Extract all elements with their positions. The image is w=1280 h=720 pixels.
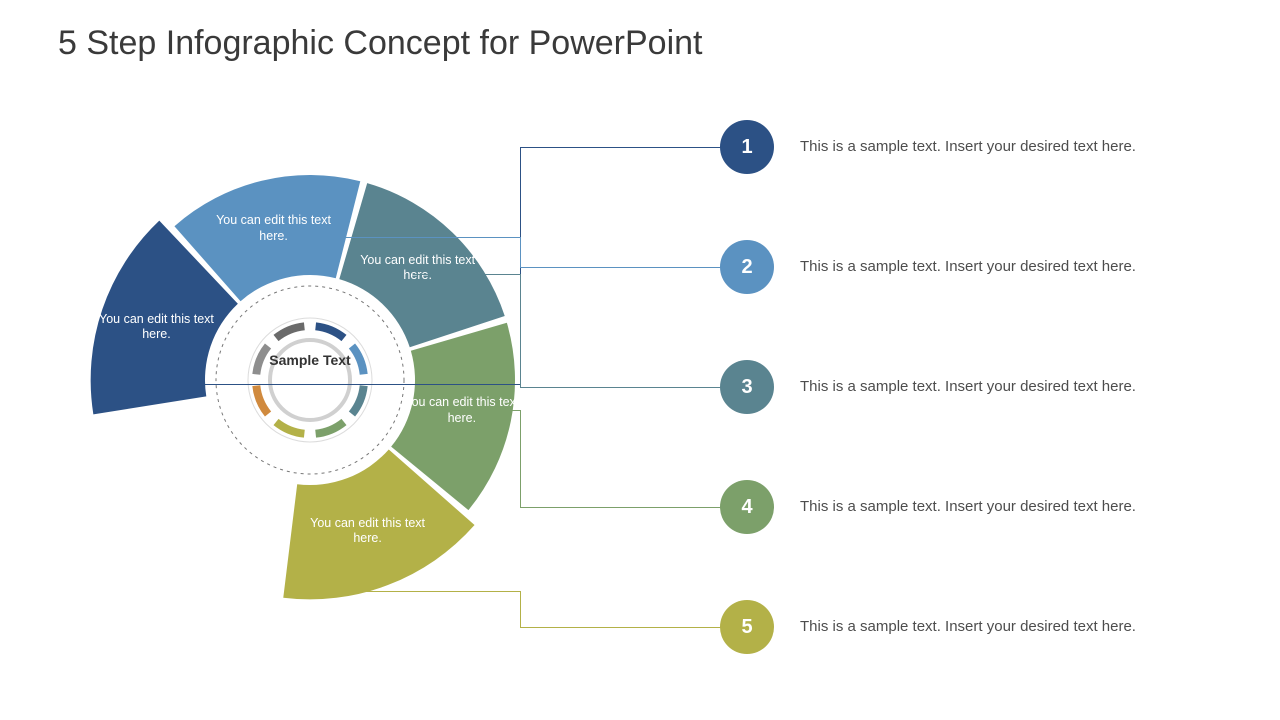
connector-3-c [520, 387, 740, 388]
connector-1-c [520, 147, 740, 148]
legend-text-3: This is a sample text. Insert your desir… [800, 376, 1136, 398]
legend-badge-3: 3 [720, 360, 774, 414]
connector-2-a [275, 237, 520, 238]
legend-row-5: 5 This is a sample text. Insert your desi… [720, 600, 1136, 654]
connector-5-b [520, 591, 521, 627]
connector-4-b [520, 410, 521, 507]
connector-1-a [99, 384, 520, 385]
legend-text-2: This is a sample text. Insert your desir… [800, 256, 1136, 278]
center-label: Sample Text [254, 352, 366, 369]
legend-badge-2: 2 [720, 240, 774, 294]
legend-badge-1: 1 [720, 120, 774, 174]
connector-4-c [520, 507, 740, 508]
radial-chart: Sample Text You can edit this text here.… [60, 120, 560, 620]
connector-2-b [520, 237, 521, 267]
slide-title: 5 Step Infographic Concept for PowerPoin… [58, 24, 703, 63]
segment-3 [339, 183, 504, 347]
legend-row-3: 3 This is a sample text. Insert your desi… [720, 360, 1136, 414]
legend-text-4: This is a sample text. Insert your desir… [800, 496, 1136, 518]
slide: 5 Step Infographic Concept for PowerPoin… [0, 0, 1280, 720]
connector-3-a [413, 274, 520, 275]
legend-row-2: 2 This is a sample text. Insert your desi… [720, 240, 1136, 294]
connector-5-a [314, 591, 520, 592]
legend-text-5: This is a sample text. Insert your desir… [800, 616, 1136, 638]
connector-5-c [520, 627, 740, 628]
legend-badge-4: 4 [720, 480, 774, 534]
legend-text-1: This is a sample text. Insert your desir… [800, 136, 1136, 158]
connector-3-b [520, 274, 521, 387]
legend-row-1: 1 This is a sample text. Insert your desi… [720, 120, 1136, 174]
legend-row-4: 4 This is a sample text. Insert your desi… [720, 480, 1136, 534]
radial-chart-svg [60, 120, 580, 680]
connector-2-c [520, 267, 740, 268]
connector-4-a [455, 410, 520, 411]
legend-badge-5: 5 [720, 600, 774, 654]
